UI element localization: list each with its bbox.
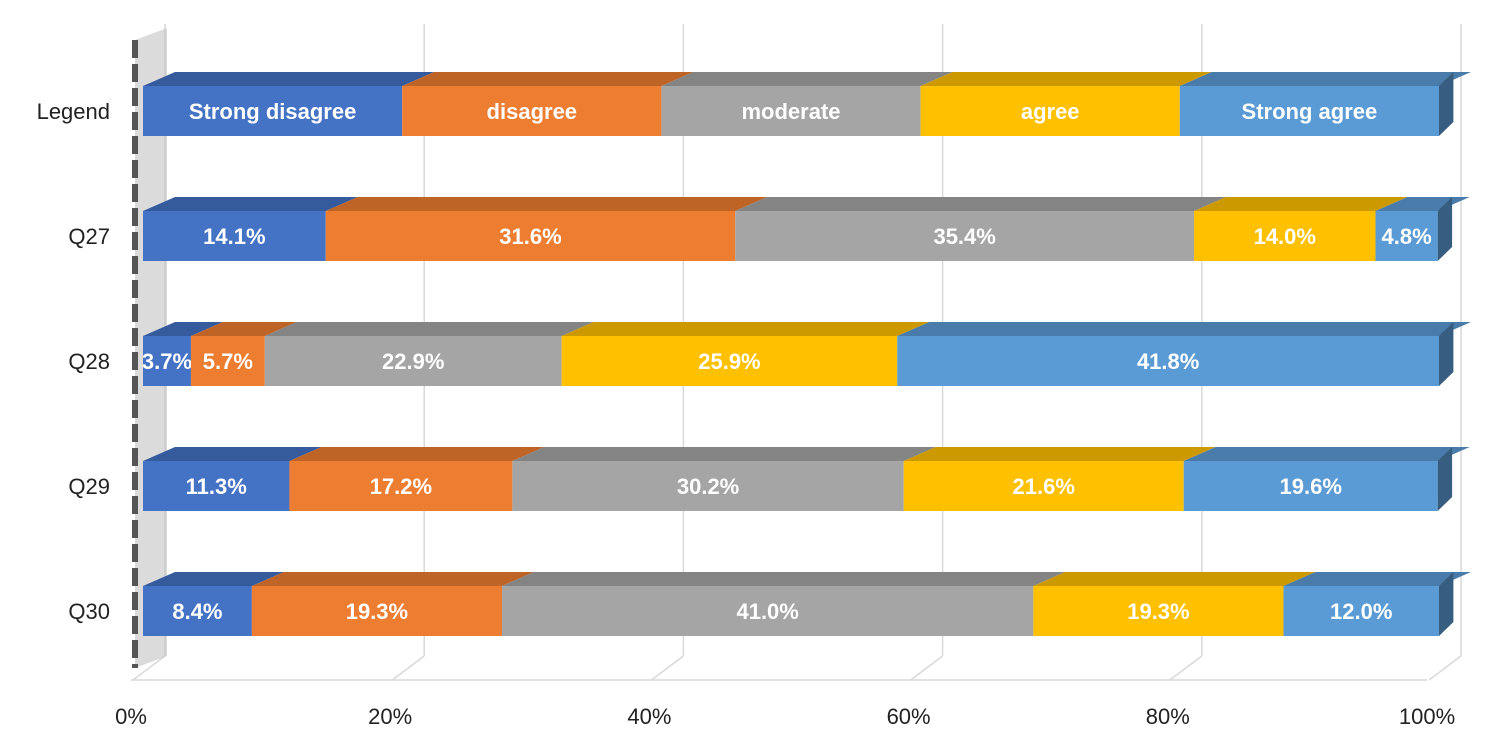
- bar-legend-0: [143, 86, 403, 136]
- data-label-q29-3: 21.6%: [1013, 474, 1075, 499]
- bar-top-q30-0: [143, 572, 284, 586]
- category-label-q29: Q29: [68, 474, 110, 499]
- data-label-q27-3: 14.0%: [1254, 224, 1316, 249]
- bar-top-legend-2: [661, 72, 953, 86]
- bar-q30-0: [143, 586, 252, 636]
- bar-side-q30: [1439, 572, 1454, 636]
- bar-q29-2: [512, 461, 904, 511]
- bar-top-q27-4: [1375, 197, 1470, 211]
- data-label-q28-4: 41.8%: [1137, 349, 1199, 374]
- bar-legend-1: [402, 86, 662, 136]
- bar-top-q30-1: [251, 572, 534, 586]
- data-label-q30-3: 19.3%: [1127, 599, 1189, 624]
- bar-top-q29-1: [289, 447, 545, 461]
- bar-legend-3: [920, 86, 1180, 136]
- bar-q30-4: [1283, 586, 1439, 636]
- data-label-q27-4: 4.8%: [1382, 224, 1432, 249]
- bar-top-q29-3: [903, 447, 1216, 461]
- x-tick-label-3: 60%: [887, 704, 931, 729]
- bar-top-q29-0: [143, 447, 322, 461]
- data-label-legend-1: disagree: [487, 99, 578, 124]
- bar-q29-1: [289, 461, 513, 511]
- data-label-q29-2: 30.2%: [677, 474, 739, 499]
- bar-side-legend: [1439, 72, 1454, 136]
- x-tick-label-0: 0%: [115, 704, 147, 729]
- bar-q30-3: [1033, 586, 1284, 636]
- x-tick-label-2: 40%: [627, 704, 671, 729]
- bar-legend-4: [1179, 86, 1439, 136]
- bar-top-q27-3: [1194, 197, 1408, 211]
- bar-top-q28-2: [264, 322, 594, 336]
- bar-q28-4: [897, 336, 1439, 386]
- gridline-floor-3: [910, 655, 944, 681]
- gridline-floor-5: [1428, 655, 1462, 681]
- data-label-q27-2: 35.4%: [933, 224, 995, 249]
- bar-q27-3: [1194, 211, 1376, 261]
- bar-top-q30-2: [501, 572, 1066, 586]
- bar-q27-2: [735, 211, 1195, 261]
- bar-q28-2: [264, 336, 562, 386]
- bar-q30-2: [501, 586, 1034, 636]
- data-label-q29-0: 11.3%: [186, 474, 247, 499]
- data-label-q29-1: 17.2%: [370, 474, 432, 499]
- bar-top-legend-4: [1179, 72, 1471, 86]
- x-tick-label-4: 80%: [1146, 704, 1190, 729]
- category-label-q27: Q27: [68, 224, 110, 249]
- data-label-legend-0: Strong disagree: [189, 99, 356, 124]
- bar-q27-4: [1375, 211, 1438, 261]
- gridline-floor-2: [650, 655, 684, 681]
- gridline-floor-0: [132, 655, 166, 681]
- bar-top-q27-2: [735, 197, 1227, 211]
- category-label-q30: Q30: [68, 599, 110, 624]
- bar-top-q28-3: [561, 322, 930, 336]
- bar-q30-1: [251, 586, 502, 636]
- bar-top-q30-3: [1033, 572, 1316, 586]
- bar-side-q28: [1439, 322, 1454, 386]
- bar-legend-2: [661, 86, 921, 136]
- bar-q28-1: [190, 336, 265, 386]
- x-tick-label-1: 20%: [368, 704, 412, 729]
- bar-q29-3: [903, 461, 1184, 511]
- data-label-q30-1: 19.3%: [346, 599, 408, 624]
- bar-q28-3: [561, 336, 898, 386]
- data-label-q28-0: 3.7%: [142, 349, 192, 374]
- gridline-floor-4: [1169, 655, 1203, 681]
- data-label-q27-0: 14.1%: [203, 224, 265, 249]
- data-label-q27-1: 31.6%: [499, 224, 561, 249]
- bar-top-q30-4: [1283, 572, 1471, 586]
- data-label-q29-4: 19.6%: [1280, 474, 1342, 499]
- bar-top-q28-4: [897, 322, 1471, 336]
- bar-top-q27-0: [143, 197, 358, 211]
- data-label-q28-2: 22.9%: [382, 349, 444, 374]
- bar-top-q27-1: [325, 197, 768, 211]
- category-label-legend: Legend: [37, 99, 110, 124]
- bar-top-legend-3: [920, 72, 1212, 86]
- data-label-q30-0: 8.4%: [172, 599, 222, 624]
- bar-top-q28-0: [143, 322, 223, 336]
- bar-top-q29-2: [512, 447, 936, 461]
- gridline-floor-1: [391, 655, 425, 681]
- bar-side-q27: [1437, 197, 1453, 261]
- data-label-q28-3: 25.9%: [698, 349, 760, 374]
- data-label-q30-2: 41.0%: [736, 599, 798, 624]
- bar-top-legend-0: [143, 72, 435, 86]
- data-label-q28-1: 5.7%: [203, 349, 253, 374]
- bar-side-q29: [1437, 447, 1453, 511]
- bar-q29-0: [143, 461, 290, 511]
- bar-top-legend-1: [402, 72, 694, 86]
- bar-top-q29-4: [1183, 447, 1470, 461]
- data-label-legend-3: agree: [1021, 99, 1080, 124]
- bar-top-q28-1: [190, 322, 297, 336]
- category-label-q28: Q28: [68, 349, 110, 374]
- x-tick-label-5: 100%: [1399, 704, 1455, 729]
- bar-q27-0: [143, 211, 326, 261]
- bar-q28-0: [143, 336, 191, 386]
- data-label-q30-4: 12.0%: [1330, 599, 1392, 624]
- data-label-legend-4: Strong agree: [1242, 99, 1378, 124]
- data-label-legend-2: moderate: [741, 99, 840, 124]
- bar-q27-1: [325, 211, 736, 261]
- bar-q29-4: [1183, 461, 1438, 511]
